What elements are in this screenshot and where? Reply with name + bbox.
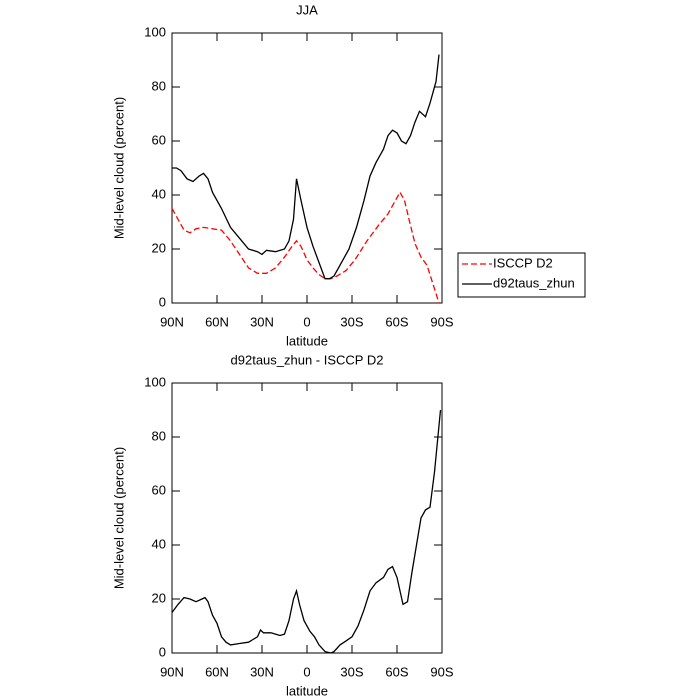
y-tick-label: 60	[152, 132, 166, 147]
x-tick-label: 60S	[385, 664, 408, 679]
y-tick-label: 0	[159, 294, 166, 309]
plot-frame	[171, 32, 443, 304]
legend-label: ISCCP D2	[493, 255, 553, 270]
x-axis-label: latitude	[286, 683, 328, 698]
x-axis-label: latitude	[286, 333, 328, 348]
line-series	[171, 409, 442, 654]
x-tick-label: 0	[303, 664, 310, 679]
x-tick-label: 90S	[430, 664, 453, 679]
x-tick-label: 90N	[160, 314, 184, 329]
y-tick-label: 40	[152, 186, 166, 201]
plot-frame	[171, 382, 443, 654]
line-series	[172, 54, 440, 280]
chart-title: JJA	[296, 2, 318, 17]
x-tick-label: 60N	[205, 314, 229, 329]
legend: ISCCP D2 d92taus_zhun	[457, 252, 586, 298]
chart-title: d92taus_zhun - ISCCP D2	[231, 352, 384, 367]
x-tick-label: 30N	[250, 314, 274, 329]
x-tick-label: 0	[303, 314, 310, 329]
legend-label: d92taus_zhun	[493, 275, 575, 290]
y-tick-label: 0	[159, 644, 166, 659]
y-tick-label: 100	[144, 374, 166, 389]
x-tick-label: 30N	[250, 664, 274, 679]
x-tick-label: 60S	[385, 314, 408, 329]
x-tick-label: 90N	[160, 664, 184, 679]
x-tick-label: 60N	[205, 664, 229, 679]
x-tick-label: 30S	[340, 314, 363, 329]
y-axis-label: Mid-level cloud (percent)	[111, 447, 126, 589]
y-tick-label: 20	[152, 590, 166, 605]
y-tick-label: 100	[144, 24, 166, 39]
y-tick-label: 80	[152, 78, 166, 93]
y-tick-label: 80	[152, 428, 166, 443]
y-tick-label: 40	[152, 536, 166, 551]
y-axis-label: Mid-level cloud (percent)	[111, 97, 126, 239]
x-tick-label: 30S	[340, 664, 363, 679]
legend-box	[457, 252, 586, 298]
x-tick-label: 90S	[430, 314, 453, 329]
line-series	[171, 190, 440, 304]
y-tick-label: 20	[152, 240, 166, 255]
y-tick-label: 60	[152, 482, 166, 497]
